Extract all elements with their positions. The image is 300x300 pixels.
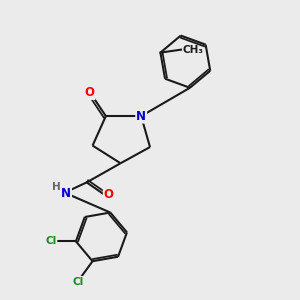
Text: O: O [104, 188, 114, 201]
Text: H: H [52, 182, 61, 192]
Text: Cl: Cl [72, 277, 83, 287]
Text: N: N [61, 187, 71, 200]
Text: CH₃: CH₃ [182, 45, 203, 55]
Text: N: N [136, 110, 146, 123]
Text: O: O [85, 86, 94, 99]
Text: Cl: Cl [45, 236, 56, 246]
